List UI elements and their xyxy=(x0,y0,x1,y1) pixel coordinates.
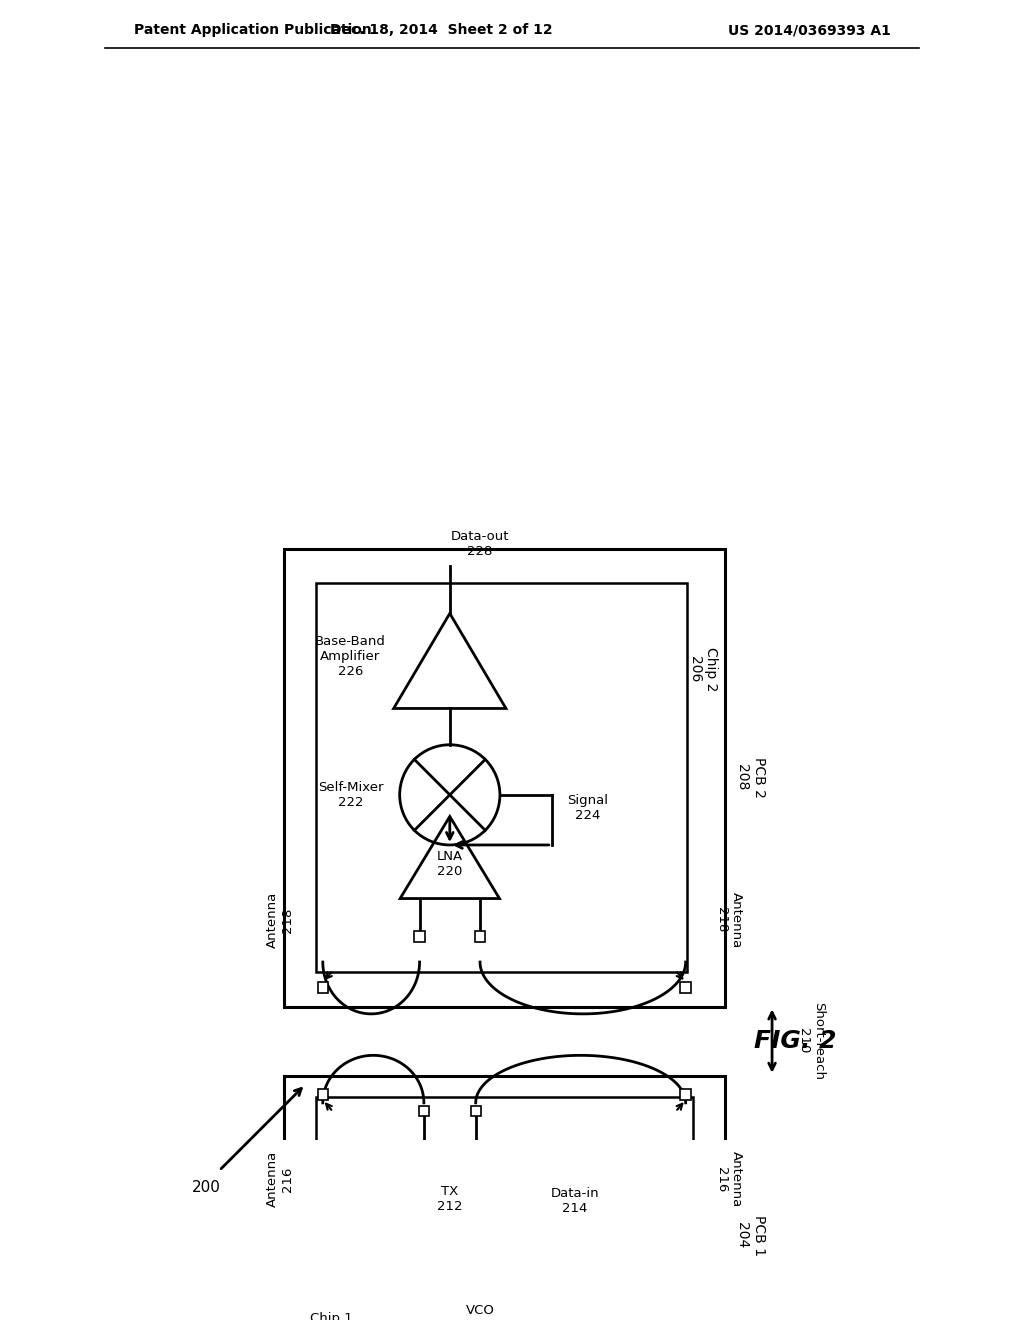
Text: Self-Mixer
222: Self-Mixer 222 xyxy=(317,781,383,809)
Circle shape xyxy=(369,1233,427,1292)
Text: Dec. 18, 2014  Sheet 2 of 12: Dec. 18, 2014 Sheet 2 of 12 xyxy=(330,24,553,37)
Wedge shape xyxy=(398,1233,457,1320)
Bar xyxy=(681,1089,691,1100)
Text: Chip 1
202: Chip 1 202 xyxy=(310,1312,353,1320)
Text: FIG. 2: FIG. 2 xyxy=(754,1030,837,1053)
Text: Patent Application Publication: Patent Application Publication xyxy=(134,24,372,37)
Bar xyxy=(317,1089,328,1100)
Text: Short-reach
210: Short-reach 210 xyxy=(797,1002,825,1080)
Text: Data-out
228: Data-out 228 xyxy=(451,531,509,558)
Bar xyxy=(317,982,328,993)
Bar xyxy=(315,583,687,972)
Bar xyxy=(419,1106,429,1117)
Text: 200: 200 xyxy=(191,1180,220,1196)
Text: Data-in
214: Data-in 214 xyxy=(551,1187,599,1214)
Bar xyxy=(315,1097,692,1320)
Text: PCB 1
204: PCB 1 204 xyxy=(735,1214,766,1257)
Text: VCO
210: VCO 210 xyxy=(466,1304,495,1320)
Bar xyxy=(284,549,725,1007)
Text: Base-Band
Amplifier
226: Base-Band Amplifier 226 xyxy=(315,635,386,678)
Text: Antenna
216: Antenna 216 xyxy=(715,1151,742,1208)
Bar xyxy=(475,932,485,941)
Bar xyxy=(471,1106,481,1117)
Text: PCB 2
208: PCB 2 208 xyxy=(735,758,766,799)
Text: Antenna
216: Antenna 216 xyxy=(265,1151,294,1208)
Circle shape xyxy=(369,1292,427,1320)
Text: Chip 2
206: Chip 2 206 xyxy=(688,647,718,690)
Circle shape xyxy=(339,1233,457,1320)
Text: Antenna
218: Antenna 218 xyxy=(265,892,294,948)
Bar xyxy=(284,1076,725,1320)
Text: Signal
224: Signal 224 xyxy=(567,793,608,822)
Text: LNA
220: LNA 220 xyxy=(436,850,463,878)
Bar xyxy=(415,932,425,941)
Text: US 2014/0369393 A1: US 2014/0369393 A1 xyxy=(727,24,891,37)
Bar xyxy=(681,982,691,993)
Text: Antenna
218: Antenna 218 xyxy=(715,892,742,948)
Text: TX
212: TX 212 xyxy=(437,1185,463,1213)
